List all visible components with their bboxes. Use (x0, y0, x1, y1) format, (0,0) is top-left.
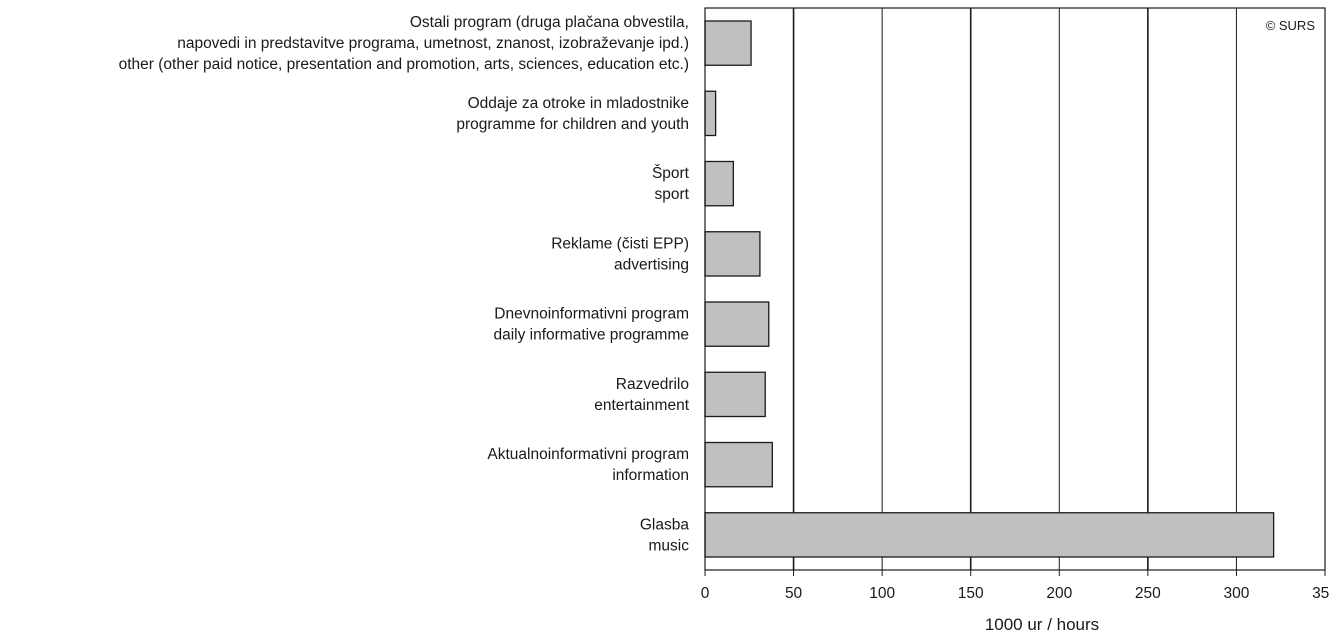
category-label-1-line-1: programme for children and youth (456, 116, 689, 133)
category-label-0-line-1: napovedi in predstavitve programa, umetn… (177, 35, 689, 52)
gridlines (792, 8, 1237, 570)
category-label-2-line-1: sport (655, 186, 690, 203)
x-tick-label-350: 350 (1312, 585, 1329, 602)
category-label-2: Šport sport (652, 165, 690, 203)
category-label-4-line-0: Dnevnoinformativni program (494, 306, 689, 323)
x-axis-ticks: 0 50 100 150 200 250 300 350 (701, 570, 1329, 602)
category-label-3: Reklame (čisti EPP) advertising (551, 235, 689, 273)
plot-frame (704, 7, 1326, 571)
category-label-5-line-0: Razvedrilo (616, 376, 689, 393)
x-tick-label-200: 200 (1046, 585, 1072, 602)
bar-3 (704, 231, 761, 277)
copyright-label: © SURS (1266, 18, 1316, 33)
category-label-6-line-1: information (612, 467, 689, 484)
category-label-3-line-0: Reklame (čisti EPP) (551, 235, 689, 252)
bar-5 (704, 371, 766, 418)
category-label-7-line-1: music (649, 537, 690, 554)
bar-4 (704, 301, 770, 347)
bar-1 (704, 90, 717, 137)
x-tick-label-0: 0 (701, 585, 710, 602)
category-label-0: Ostali program (druga plačana obvestila,… (119, 14, 689, 73)
x-tick-label-100: 100 (869, 585, 895, 602)
category-label-5-line-1: entertainment (594, 397, 689, 414)
category-label-0-line-0: Ostali program (druga plačana obvestila, (410, 14, 689, 31)
category-label-6: Aktualnoinformativni program information (487, 446, 689, 484)
bar-6 (704, 441, 773, 488)
bar-0 (704, 20, 752, 66)
category-label-2-line-0: Šport (652, 165, 690, 182)
x-tick-label-150: 150 (958, 585, 984, 602)
category-label-0-line-2: other (other paid notice, presentation a… (119, 56, 689, 73)
category-label-1: Oddaje za otroke in mladostnike programme… (456, 95, 689, 133)
bars (704, 20, 1275, 558)
x-axis-title: 1000 ur / hours (985, 615, 1099, 634)
category-label-5: Razvedrilo entertainment (594, 376, 689, 414)
bar-7 (704, 512, 1275, 558)
category-label-7-line-0: Glasba (640, 516, 689, 533)
x-tick-label-300: 300 (1223, 585, 1249, 602)
category-label-4-line-1: daily informative programme (493, 327, 689, 344)
category-label-3-line-1: advertising (614, 256, 689, 273)
category-label-6-line-0: Aktualnoinformativni program (487, 446, 689, 463)
bar-2 (704, 160, 734, 207)
category-labels: Ostali program (druga plačana obvestila,… (119, 14, 690, 554)
category-label-7: Glasba music (640, 516, 689, 554)
x-tick-label-50: 50 (785, 585, 803, 602)
x-tick-label-250: 250 (1135, 585, 1161, 602)
category-label-4: Dnevnoinformativni program daily informat… (493, 306, 689, 344)
category-label-1-line-0: Oddaje za otroke in mladostnike (468, 95, 689, 112)
